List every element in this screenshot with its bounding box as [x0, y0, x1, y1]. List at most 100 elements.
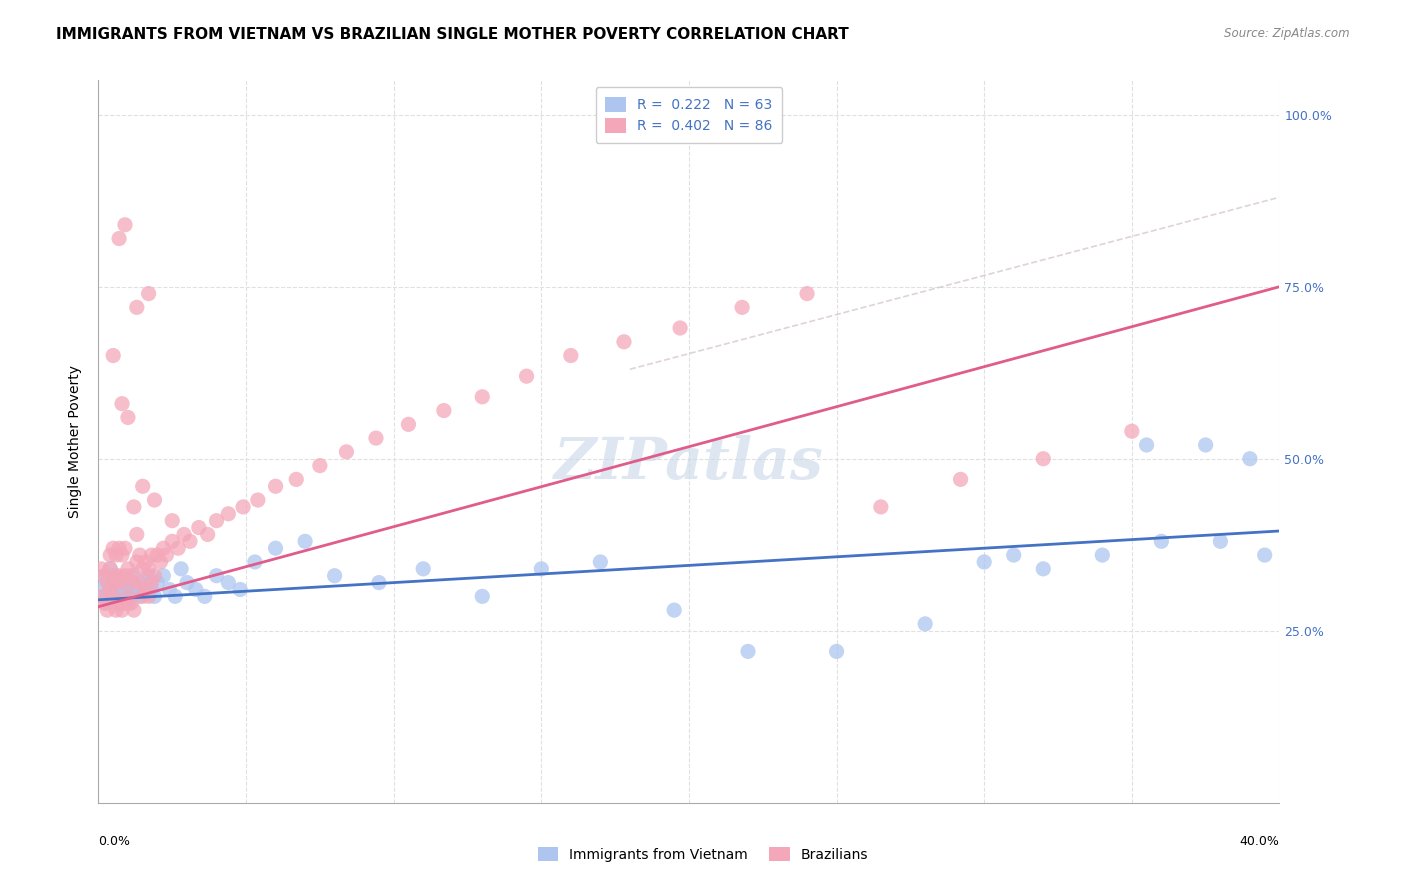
Immigrants from Vietnam	[114, 582, 136, 597]
Brazilians	[132, 590, 155, 604]
Brazilians	[138, 590, 160, 604]
Brazilians	[114, 218, 136, 232]
Immigrants from Vietnam	[825, 644, 848, 658]
Brazilians	[162, 514, 183, 528]
Brazilians	[132, 562, 155, 576]
Immigrants from Vietnam	[96, 596, 118, 610]
Brazilians	[217, 507, 239, 521]
Brazilians	[613, 334, 636, 349]
Immigrants from Vietnam	[152, 568, 174, 582]
Brazilians	[108, 541, 131, 556]
Brazilians	[135, 555, 157, 569]
Immigrants from Vietnam	[132, 582, 155, 597]
Brazilians	[149, 555, 172, 569]
Immigrants from Vietnam	[120, 590, 142, 604]
Brazilians	[232, 500, 254, 514]
Brazilians	[122, 500, 145, 514]
Brazilians	[162, 534, 183, 549]
Brazilians	[264, 479, 287, 493]
Brazilians	[105, 575, 128, 590]
Immigrants from Vietnam	[368, 575, 391, 590]
Text: ZIPatlas: ZIPatlas	[554, 435, 824, 491]
Brazilians	[108, 231, 131, 245]
Brazilians	[96, 603, 118, 617]
Immigrants from Vietnam	[122, 568, 145, 582]
Immigrants from Vietnam	[111, 590, 134, 604]
Brazilians	[471, 390, 494, 404]
Immigrants from Vietnam	[205, 568, 228, 582]
Immigrants from Vietnam	[117, 582, 139, 597]
Immigrants from Vietnam	[103, 590, 125, 604]
Brazilians	[103, 349, 125, 363]
Brazilians	[98, 582, 121, 597]
Brazilians	[155, 548, 177, 562]
Immigrants from Vietnam	[914, 616, 936, 631]
Brazilians	[96, 575, 118, 590]
Immigrants from Vietnam	[114, 590, 136, 604]
Brazilians	[143, 568, 166, 582]
Brazilians	[870, 500, 893, 514]
Immigrants from Vietnam	[146, 575, 169, 590]
Brazilians	[246, 493, 269, 508]
Immigrants from Vietnam	[1254, 548, 1277, 562]
Legend: R =  0.222   N = 63, R =  0.402   N = 86: R = 0.222 N = 63, R = 0.402 N = 86	[596, 87, 782, 143]
Brazilians	[120, 596, 142, 610]
Brazilians	[128, 575, 150, 590]
Brazilians	[120, 568, 142, 582]
Brazilians	[516, 369, 538, 384]
Brazilians	[122, 575, 145, 590]
Text: Source: ZipAtlas.com: Source: ZipAtlas.com	[1225, 27, 1350, 40]
Brazilians	[167, 541, 190, 556]
Immigrants from Vietnam	[412, 562, 434, 576]
Brazilians	[128, 548, 150, 562]
Legend: Immigrants from Vietnam, Brazilians: Immigrants from Vietnam, Brazilians	[531, 841, 875, 867]
Immigrants from Vietnam	[1239, 451, 1261, 466]
Immigrants from Vietnam	[737, 644, 759, 658]
Immigrants from Vietnam	[165, 590, 187, 604]
Brazilians	[285, 472, 308, 486]
Brazilians	[108, 568, 131, 582]
Brazilians	[197, 527, 219, 541]
Brazilians	[117, 410, 139, 425]
Brazilians	[138, 286, 160, 301]
Brazilians	[143, 493, 166, 508]
Immigrants from Vietnam	[105, 582, 128, 597]
Brazilians	[122, 603, 145, 617]
Brazilians	[105, 603, 128, 617]
Immigrants from Vietnam	[135, 575, 157, 590]
Brazilians	[309, 458, 332, 473]
Immigrants from Vietnam	[530, 562, 553, 576]
Immigrants from Vietnam	[243, 555, 266, 569]
Immigrants from Vietnam	[471, 590, 494, 604]
Immigrants from Vietnam	[98, 562, 121, 576]
Brazilians	[103, 541, 125, 556]
Immigrants from Vietnam	[141, 582, 163, 597]
Immigrants from Vietnam	[143, 590, 166, 604]
Brazilians	[114, 541, 136, 556]
Text: 0.0%: 0.0%	[98, 835, 131, 848]
Brazilians	[141, 548, 163, 562]
Immigrants from Vietnam	[105, 568, 128, 582]
Y-axis label: Single Mother Poverty: Single Mother Poverty	[69, 365, 83, 518]
Brazilians	[103, 590, 125, 604]
Brazilians	[114, 596, 136, 610]
Brazilians	[135, 582, 157, 597]
Immigrants from Vietnam	[323, 568, 346, 582]
Immigrants from Vietnam	[1091, 548, 1114, 562]
Brazilians	[152, 541, 174, 556]
Immigrants from Vietnam	[157, 582, 180, 597]
Immigrants from Vietnam	[98, 582, 121, 597]
Brazilians	[98, 562, 121, 576]
Brazilians	[179, 534, 201, 549]
Brazilians	[731, 301, 754, 315]
Brazilians	[111, 548, 134, 562]
Brazilians	[173, 527, 195, 541]
Brazilians	[187, 520, 209, 534]
Brazilians	[141, 575, 163, 590]
Immigrants from Vietnam	[1209, 534, 1232, 549]
Brazilians	[105, 548, 128, 562]
Immigrants from Vietnam	[664, 603, 686, 617]
Immigrants from Vietnam	[1150, 534, 1173, 549]
Brazilians	[111, 603, 134, 617]
Immigrants from Vietnam	[1032, 562, 1054, 576]
